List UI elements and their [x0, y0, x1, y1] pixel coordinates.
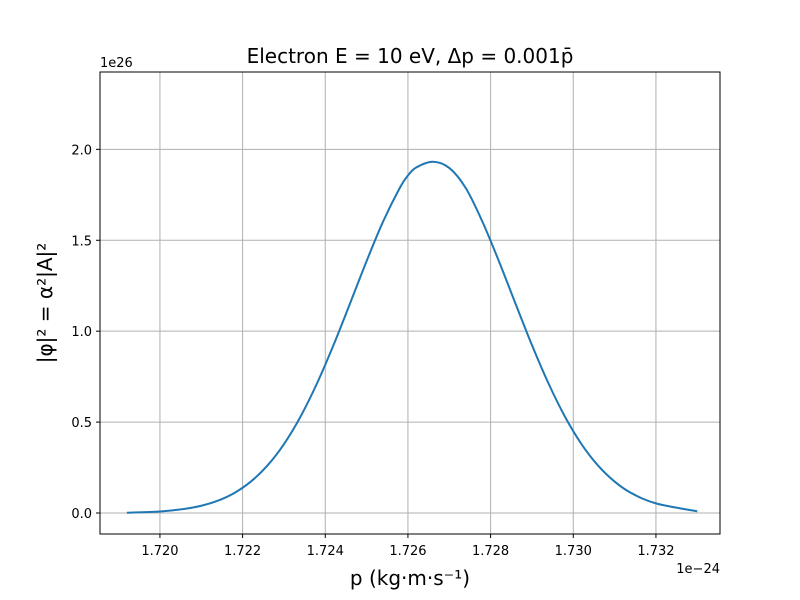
- plot-area: [126, 160, 698, 514]
- x-tick-label: 1.728: [472, 544, 509, 559]
- x-tick-label: 1.732: [637, 544, 674, 559]
- y-offset-label: 1e26: [100, 56, 133, 71]
- distribution-curve: [126, 160, 698, 514]
- x-tick-label: 1.720: [141, 544, 178, 559]
- x-tick-label: 1.724: [307, 544, 344, 559]
- x-tick-label: 1.726: [389, 544, 426, 559]
- y-tick-label: 2.0: [71, 143, 92, 158]
- chart-title: Electron E = 10 eV, Δp = 0.001p̄: [247, 44, 574, 68]
- x-tick-label: 1.730: [555, 544, 592, 559]
- y-tick-label: 1.0: [71, 325, 92, 340]
- x-offset-label: 1e−24: [676, 562, 720, 577]
- y-tick-label: 0.5: [71, 416, 92, 431]
- x-axis-label: p (kg·m·s⁻¹): [350, 566, 470, 590]
- y-tick-label: 1.5: [71, 234, 92, 249]
- grid: [100, 72, 720, 534]
- ticks: 1.720 1.722 1.724 1.726 1.728 1.730 1.732 0.0 0.…: [71, 143, 674, 559]
- y-axis-label: |φ|² = α²|A|²: [33, 243, 57, 364]
- x-tick-label: 1.722: [224, 544, 261, 559]
- plot-frame: [99, 71, 721, 535]
- y-tick-label: 0.0: [71, 507, 92, 522]
